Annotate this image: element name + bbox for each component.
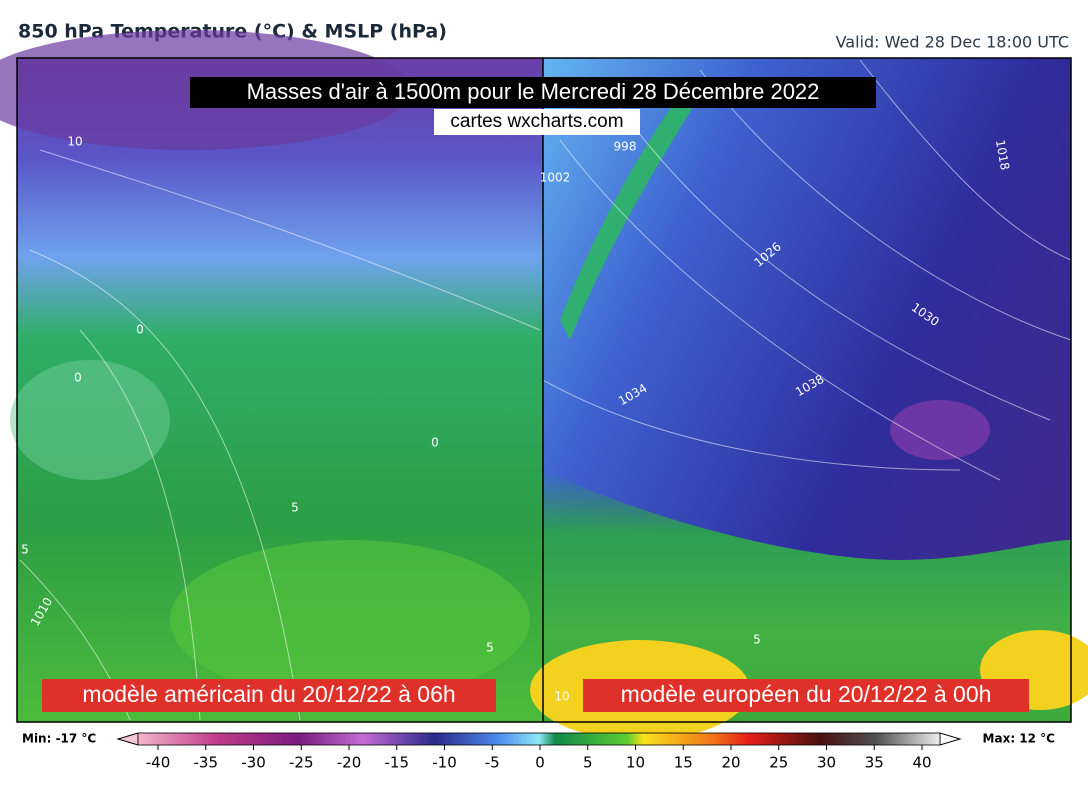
colorbar-min: Min: -17 °C [22, 732, 96, 746]
colorbar-tick-label: -40 [146, 754, 171, 772]
colorbar-tick-label: 35 [865, 754, 884, 772]
left-caption: modèle américain du 20/12/22 à 06h [82, 681, 455, 707]
colorbar-tick-label: 25 [769, 754, 788, 772]
contour-label: 5 [486, 641, 494, 655]
colorbar-tick-label: -5 [485, 754, 500, 772]
overlay-title-bg [190, 77, 876, 108]
contour-label: 0 [74, 371, 82, 385]
colorbar-tick-label: 0 [535, 754, 545, 772]
overlay-title: Masses d'air à 1500m pour le Mercredi 28… [247, 79, 820, 104]
colorbar-tick-label: -25 [289, 754, 314, 772]
colorbar-tick-label: 40 [912, 754, 931, 772]
colorbar-tick-label: 15 [674, 754, 693, 772]
isobars [19, 59, 1072, 721]
colorbar-ticks: -40 -35 -30 -25 -20 -15 -10 -5 0 5 10 15 20 25 30 35 40 [146, 745, 932, 772]
colorbar-tick-label: -20 [337, 754, 362, 772]
caption-bg [42, 679, 496, 712]
colorbar-max: Max: 12 °C [983, 732, 1056, 746]
credit-bg [434, 109, 640, 135]
colorbar-tick-label: 10 [626, 754, 645, 772]
caption-bg [583, 679, 1029, 712]
contour-label: 10 [554, 690, 569, 704]
colorbar-tick-label: 20 [721, 754, 740, 772]
right-caption: modèle européen du 20/12/22 à 00h [621, 681, 992, 707]
contour-label: 1018 [993, 139, 1012, 172]
warm-area [170, 540, 530, 700]
contour-label: 5 [21, 543, 29, 557]
contour-label: 0 [431, 436, 439, 450]
mild-band [560, 80, 710, 340]
right-panel [530, 58, 1088, 740]
contour-label: 5 [291, 501, 299, 515]
contour-label: 0 [136, 323, 144, 337]
colorbar-tick-label: 5 [583, 754, 593, 772]
colorbar-tick-label: -15 [385, 754, 410, 772]
colorbar-arrow [939, 732, 962, 746]
colorbar [137, 732, 941, 746]
cold-area [890, 400, 990, 460]
contour-label: 10 [67, 135, 82, 149]
map-frame [16, 57, 1072, 723]
mild-area [10, 360, 170, 480]
colorbar-tick-label: -10 [432, 754, 457, 772]
contour-label: 998 [614, 140, 637, 154]
contour-label: 5 [753, 633, 761, 647]
colorbar-tick-label: 30 [817, 754, 836, 772]
contour-label: 1002 [540, 171, 571, 185]
colorbar-tick-label: -35 [194, 754, 219, 772]
colorbar-arrow [116, 732, 139, 746]
credit: cartes wxcharts.com [450, 111, 623, 132]
left-panel [0, 30, 543, 722]
valid-time: Valid: Wed 28 Dec 18:00 UTC [836, 33, 1069, 52]
colorbar-tick-label: -30 [241, 754, 266, 772]
